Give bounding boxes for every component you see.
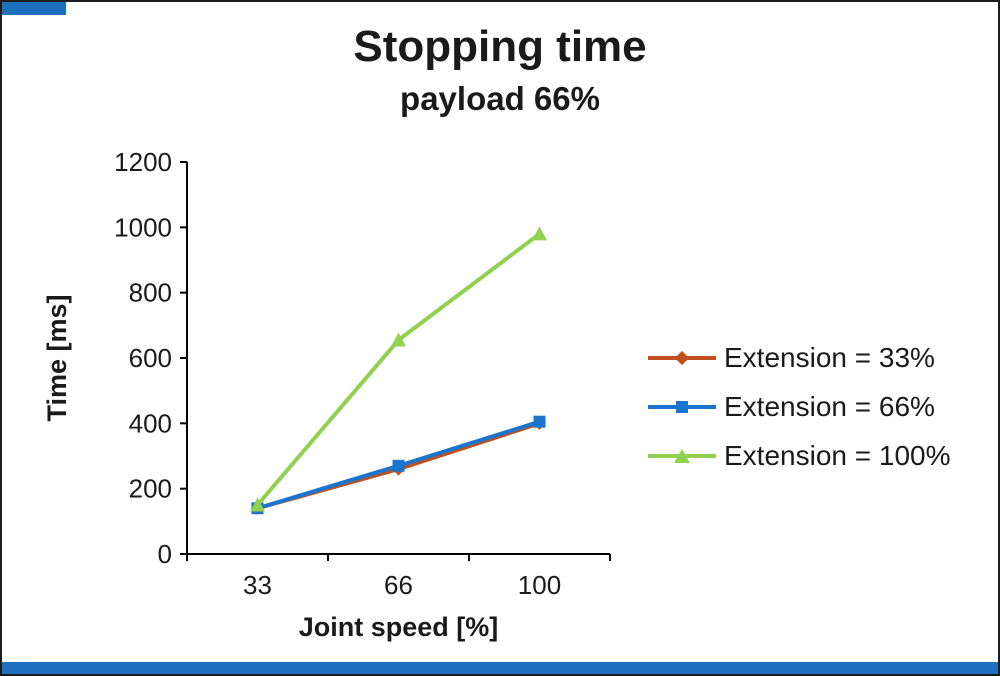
y-tick-label: 0: [158, 539, 172, 569]
chart-subtitle: payload 66%: [400, 80, 600, 117]
x-tick-label: 100: [518, 570, 561, 600]
y-tick-label: 1000: [114, 212, 172, 242]
legend-label: Extension = 33%: [724, 341, 935, 373]
y-tick-label: 400: [129, 408, 172, 438]
legend-item: Extension = 33%: [648, 340, 951, 375]
legend-label: Extension = 66%: [724, 390, 935, 422]
blue-strip-top-left: [2, 2, 66, 15]
triangle-marker-icon: [532, 226, 547, 241]
x-tick-label: 66: [384, 570, 413, 600]
y-tick-label: 1200: [114, 147, 172, 177]
square-marker-icon: [676, 400, 688, 413]
diamond-marker-icon: [674, 350, 690, 365]
x-axis-title: Joint speed [%]: [299, 612, 499, 642]
legend: Extension = 33% Extension = 66% Extensio…: [648, 340, 951, 473]
legend-sample-triangle-icon: [648, 438, 716, 473]
triangle-marker-icon: [250, 497, 265, 512]
legend-label: Extension = 100%: [724, 439, 951, 471]
blue-strip-bottom: [2, 662, 998, 674]
y-tick-label: 800: [129, 278, 172, 308]
y-tick-label: 200: [129, 474, 172, 504]
legend-item: Extension = 66%: [648, 389, 951, 424]
triangle-marker-icon: [674, 448, 690, 463]
legend-sample-diamond-icon: [648, 340, 716, 375]
legend-sample-square-icon: [648, 389, 716, 424]
triangle-marker-icon: [391, 332, 406, 347]
chart-title: Stopping time: [353, 22, 647, 71]
square-marker-icon: [533, 415, 546, 428]
x-tick-label: 33: [243, 570, 272, 600]
square-marker-icon: [392, 459, 405, 472]
legend-item: Extension = 100%: [648, 438, 951, 473]
y-tick-label: 600: [129, 343, 172, 373]
y-axis-title: Time [ms]: [42, 294, 72, 421]
